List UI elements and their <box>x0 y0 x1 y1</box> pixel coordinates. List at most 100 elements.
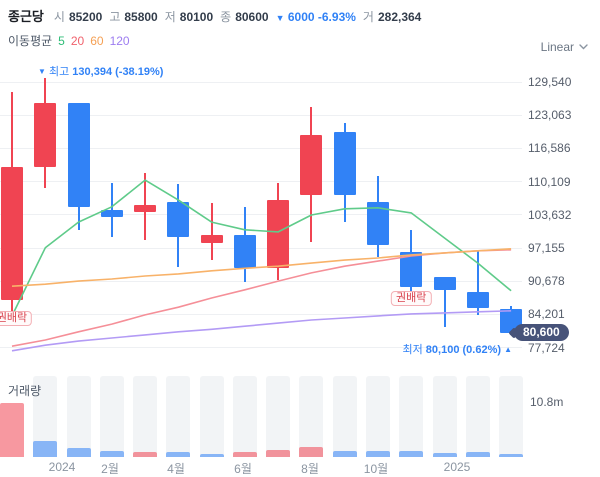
ma-legend-label: 이동평균 <box>8 34 53 48</box>
volume-bar[interactable] <box>33 441 58 457</box>
high-value: 85800 <box>124 10 158 24</box>
x-axis-tick: 4월 <box>167 462 185 476</box>
volume-track <box>166 376 191 457</box>
gridline <box>0 247 522 249</box>
high-marker-icon: ▼ <box>38 67 46 76</box>
ma-period-120[interactable]: 120 <box>109 34 130 48</box>
gridline <box>0 81 522 83</box>
volume-bar[interactable] <box>499 454 524 457</box>
low-label: 저 <box>164 10 176 24</box>
volume-value: 282,364 <box>377 10 422 24</box>
x-axis-tick: 8월 <box>301 462 319 476</box>
volume-bar[interactable] <box>66 448 91 457</box>
candlestick[interactable] <box>366 202 389 246</box>
high-value-text: 130,394 (-38.19%) <box>72 66 164 78</box>
volume-max-label: 10.8m <box>530 395 564 409</box>
high-prefix: 최고 <box>48 66 70 78</box>
y-axis-tick: 110,109 <box>528 174 571 189</box>
change-pct: -6.93% <box>317 10 356 24</box>
volume-track <box>299 376 324 457</box>
volume-panel-title: 거래량 <box>8 384 42 398</box>
ma-line-ma20 <box>11 249 512 347</box>
volume-track <box>332 376 357 457</box>
candlestick[interactable] <box>333 131 356 195</box>
candlestick[interactable] <box>34 103 57 167</box>
candlestick[interactable] <box>100 209 123 217</box>
volume-bar[interactable] <box>199 454 224 457</box>
y-axis-tick: 84,201 <box>528 307 565 322</box>
volume-bar[interactable] <box>99 451 124 457</box>
volume-track <box>133 376 158 457</box>
down-arrow-icon: ▼ <box>275 13 285 23</box>
candlestick[interactable] <box>300 135 323 195</box>
stock-name: 종근당 <box>8 9 44 24</box>
volume-track <box>365 376 390 457</box>
high-label: 고 <box>109 10 121 24</box>
candlestick[interactable] <box>67 103 90 208</box>
candlestick[interactable] <box>1 167 23 301</box>
candlestick[interactable] <box>433 276 456 290</box>
candlestick[interactable] <box>400 251 423 288</box>
volume-label: 거 <box>362 10 374 24</box>
chevron-down-icon <box>579 44 588 50</box>
candlestick[interactable] <box>233 235 256 269</box>
change-value: 6000 <box>287 10 315 24</box>
ma-period-60[interactable]: 60 <box>90 34 104 48</box>
scale-selector[interactable]: Linear <box>541 40 588 54</box>
x-axis-tick: 2월 <box>101 462 119 476</box>
period-high-annotation: ▼ 최고 130,394 (-38.19%) <box>38 63 163 79</box>
ma-period-5[interactable]: 5 <box>58 34 65 48</box>
open-value: 85200 <box>68 10 103 24</box>
y-axis-tick: 123,063 <box>528 108 572 123</box>
volume-bar[interactable] <box>266 450 291 457</box>
period-low-annotation: 최저 80,100 (0.62%) ▲ <box>355 341 512 357</box>
x-axis-tick: 6월 <box>234 462 252 476</box>
close-label: 종 <box>220 10 232 24</box>
volume-bar[interactable] <box>432 453 457 457</box>
candlestick[interactable] <box>200 235 223 244</box>
low-value: 80100 <box>179 10 214 24</box>
low-prefix: 최저 <box>402 344 423 356</box>
candlestick[interactable] <box>466 291 489 309</box>
ma-legend: 이동평균 5 20 60 120 <box>8 32 130 49</box>
ma-period-20[interactable]: 20 <box>70 34 85 48</box>
volume-bar[interactable] <box>166 452 191 457</box>
volume-bar[interactable] <box>133 452 158 457</box>
volume-bar[interactable] <box>232 452 257 457</box>
ex-rights-tag: 권배락 <box>391 290 432 306</box>
volume-bar[interactable] <box>0 403 24 457</box>
gridline <box>0 147 522 149</box>
candle-wick <box>210 203 213 261</box>
volume-track <box>499 376 524 457</box>
low-marker-icon: ▲ <box>504 345 512 354</box>
volume-track <box>432 376 457 457</box>
ex-rights-tag: 권배락 <box>0 310 33 326</box>
volume-bar[interactable] <box>399 451 424 457</box>
volume-bar[interactable] <box>332 451 357 457</box>
y-axis-tick: 97,155 <box>528 241 565 255</box>
volume-track <box>232 376 257 457</box>
x-axis-tick: 2025 <box>443 460 471 474</box>
header: 종근당 시 85200 고 85800 저 80100 종 80600 ▼ 60… <box>8 6 421 25</box>
volume-track <box>266 376 291 457</box>
close-value: 80600 <box>235 10 269 24</box>
candlestick[interactable] <box>134 205 157 212</box>
candlestick[interactable] <box>167 202 190 237</box>
y-axis-tick: 116,586 <box>528 141 571 156</box>
gridline <box>0 114 522 116</box>
low-value-text: 80,100 (0.62%) <box>425 344 502 356</box>
volume-track <box>66 376 91 457</box>
candlestick[interactable] <box>267 200 290 269</box>
y-axis-tick: 103,632 <box>528 207 572 222</box>
x-axis-tick: 2024 <box>48 460 76 474</box>
y-axis-tick: 90,678 <box>528 274 565 289</box>
volume-track <box>199 376 224 457</box>
volume-bar[interactable] <box>465 452 490 457</box>
volume-bar[interactable] <box>365 451 390 457</box>
volume-bar[interactable] <box>299 447 324 457</box>
y-axis-tick: 77,724 <box>528 340 565 355</box>
volume-track <box>99 376 124 457</box>
current-price-badge: 80,600 <box>514 324 569 341</box>
